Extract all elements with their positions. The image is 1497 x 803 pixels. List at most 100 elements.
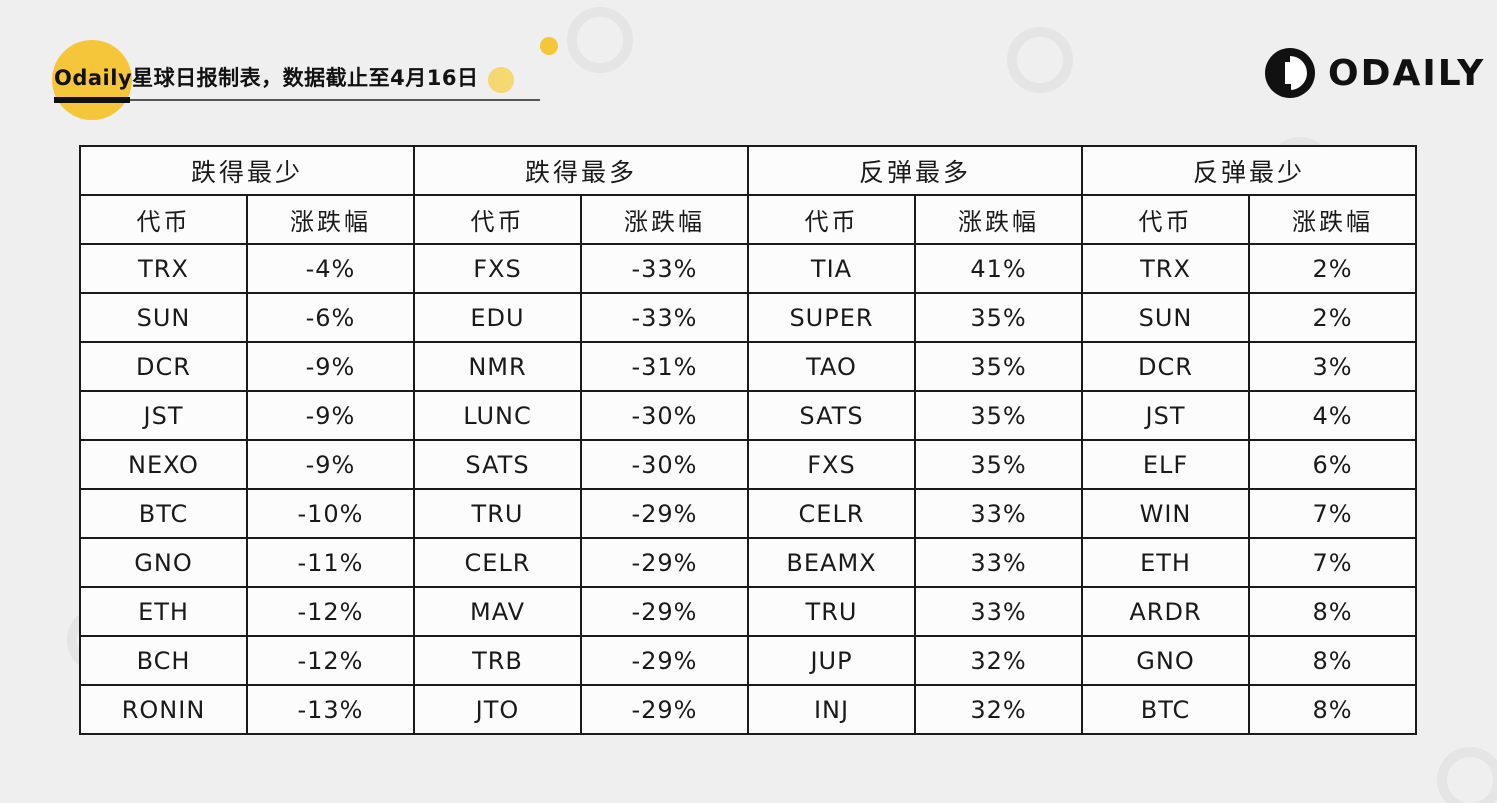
change-cell: 2% [1248,243,1417,294]
token-cell: GNO [1081,635,1250,686]
token-cell: SUPER [747,292,916,343]
token-cell: CELR [413,537,582,588]
change-cell: 35% [914,439,1083,490]
token-cell: BEAMX [747,537,916,588]
change-cell: -11% [246,537,415,588]
token-cell: JST [79,390,248,441]
change-cell: -29% [580,684,749,735]
table-row: RONIN -13% JTO -29% INJ 32% BTC 8% [79,684,1417,735]
token-cell: DCR [1081,341,1250,392]
token-cell: TRB [413,635,582,686]
group-title-most-drop: 跌得最多 [413,145,749,196]
token-cell: BCH [79,635,248,686]
odaily-logo-icon [1265,48,1315,98]
token-cell: JUP [747,635,916,686]
group-title-least-drop: 跌得最少 [79,145,415,196]
column-header-token: 代币 [79,194,248,245]
change-cell: -33% [580,292,749,343]
change-cell: 32% [914,635,1083,686]
token-cell: TRX [1081,243,1250,294]
token-cell: TRU [747,586,916,637]
change-cell: 33% [914,488,1083,539]
column-header-change: 涨跌幅 [580,194,749,245]
token-cell: BTC [79,488,248,539]
change-cell: -30% [580,390,749,441]
change-cell: -31% [580,341,749,392]
token-cell: TIA [747,243,916,294]
table-body: TRX -4% FXS -33% TIA 41% TRX 2% SUN -6% EDU -33% SUP… [79,243,1417,735]
table-row: SUN -6% EDU -33% SUPER 35% SUN 2% [79,292,1417,343]
token-cell: LUNC [413,390,582,441]
token-cell: SATS [747,390,916,441]
token-cell: ARDR [1081,586,1250,637]
token-cell: BTC [1081,684,1250,735]
header: Odaily星球日报制表，数据截止至4月16日 ODAILY [0,0,1497,130]
column-header-change: 涨跌幅 [914,194,1083,245]
change-cell: 33% [914,537,1083,588]
token-cell: SATS [413,439,582,490]
column-header-token: 代币 [1081,194,1250,245]
change-cell: 35% [914,292,1083,343]
change-cell: -12% [246,635,415,686]
change-cell: 33% [914,586,1083,637]
table-row: GNO -11% CELR -29% BEAMX 33% ETH 7% [79,537,1417,588]
title-underline [54,99,540,101]
column-header-change: 涨跌幅 [1248,194,1417,245]
change-cell: -4% [246,243,415,294]
change-cell: 3% [1248,341,1417,392]
change-cell: -29% [580,537,749,588]
token-cell: JST [1081,390,1250,441]
table-row: ETH -12% MAV -29% TRU 33% ARDR 8% [79,586,1417,637]
token-cell: FXS [413,243,582,294]
change-cell: 35% [914,341,1083,392]
token-cell: ELF [1081,439,1250,490]
change-cell: -12% [246,586,415,637]
change-cell: -29% [580,635,749,686]
token-cell: CELR [747,488,916,539]
column-header-token: 代币 [747,194,916,245]
token-cell: MAV [413,586,582,637]
token-cell: RONIN [79,684,248,735]
change-cell: 8% [1248,684,1417,735]
table-row: DCR -9% NMR -31% TAO 35% DCR 3% [79,341,1417,392]
token-cell: NEXO [79,439,248,490]
token-cell: ETH [79,586,248,637]
token-cell: SUN [1081,292,1250,343]
change-cell: -6% [246,292,415,343]
change-cell: 35% [914,390,1083,441]
table-row: NEXO -9% SATS -30% FXS 35% ELF 6% [79,439,1417,490]
change-cell: 4% [1248,390,1417,441]
change-cell: -9% [246,439,415,490]
change-cell: 2% [1248,292,1417,343]
change-cell: -9% [246,390,415,441]
change-cell: 32% [914,684,1083,735]
change-cell: 6% [1248,439,1417,490]
table-row: JST -9% LUNC -30% SATS 35% JST 4% [79,390,1417,441]
group-header-row: 跌得最少 跌得最多 反弹最多 反弹最少 [79,145,1417,196]
token-cell: DCR [79,341,248,392]
token-cell: FXS [747,439,916,490]
column-header-token: 代币 [413,194,582,245]
decorative-yellow-dot-small [488,67,514,93]
token-cell: WIN [1081,488,1250,539]
token-cell: TRX [79,243,248,294]
token-cell: TAO [747,341,916,392]
change-cell: 8% [1248,586,1417,637]
price-change-table: 跌得最少 跌得最多 反弹最多 反弹最少 代币 涨跌幅 代币 涨跌幅 代币 涨跌幅… [79,145,1417,735]
page-title: Odaily星球日报制表，数据截止至4月16日 [54,66,479,90]
table-row: BTC -10% TRU -29% CELR 33% WIN 7% [79,488,1417,539]
token-cell: SUN [79,292,248,343]
change-cell: 41% [914,243,1083,294]
change-cell: 7% [1248,537,1417,588]
change-cell: -29% [580,586,749,637]
decorative-yellow-circle [52,40,132,120]
title-underline-accent [54,97,130,103]
change-cell: 8% [1248,635,1417,686]
token-cell: NMR [413,341,582,392]
column-header-change: 涨跌幅 [246,194,415,245]
group-title-most-rebound: 反弹最多 [747,145,1083,196]
token-cell: ETH [1081,537,1250,588]
token-cell: JTO [413,684,582,735]
token-cell: GNO [79,537,248,588]
table-row: TRX -4% FXS -33% TIA 41% TRX 2% [79,243,1417,294]
